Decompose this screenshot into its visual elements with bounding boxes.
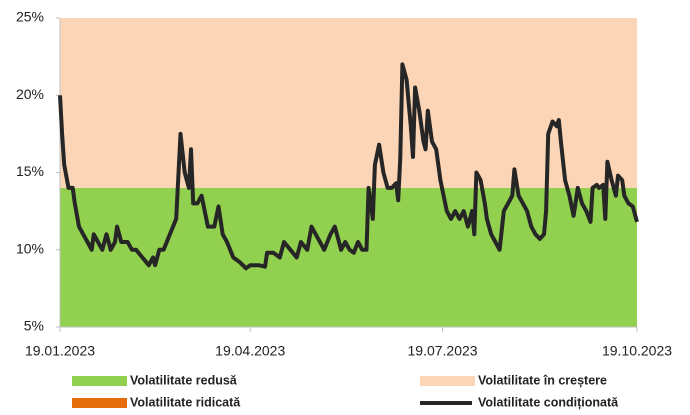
y-tick-label: 15% [16, 163, 44, 179]
x-tick-label: 19.01.2023 [25, 343, 95, 359]
y-tick-label: 10% [16, 240, 44, 256]
x-tick-label: 19.04.2023 [215, 343, 285, 359]
legend-label: Volatilitate redusă [130, 373, 238, 387]
band [60, 18, 637, 188]
legend-label: Volatilitate ridicată [130, 395, 241, 409]
x-tick-label: 19.10.2023 [602, 343, 672, 359]
band [60, 187, 637, 327]
y-tick-label: 5% [24, 318, 44, 334]
legend-swatch [420, 376, 475, 386]
line [58, 62, 639, 271]
legend-label: Volatilitate în creștere [478, 373, 607, 387]
x-tick-label: 19.07.2023 [408, 343, 478, 359]
legend-label: Volatilitate condiționată [478, 395, 619, 409]
legend-swatch [72, 376, 127, 386]
y-tick-label: 25% [16, 9, 44, 25]
legend-swatch [72, 398, 127, 408]
y-tick-label: 20% [16, 86, 44, 102]
